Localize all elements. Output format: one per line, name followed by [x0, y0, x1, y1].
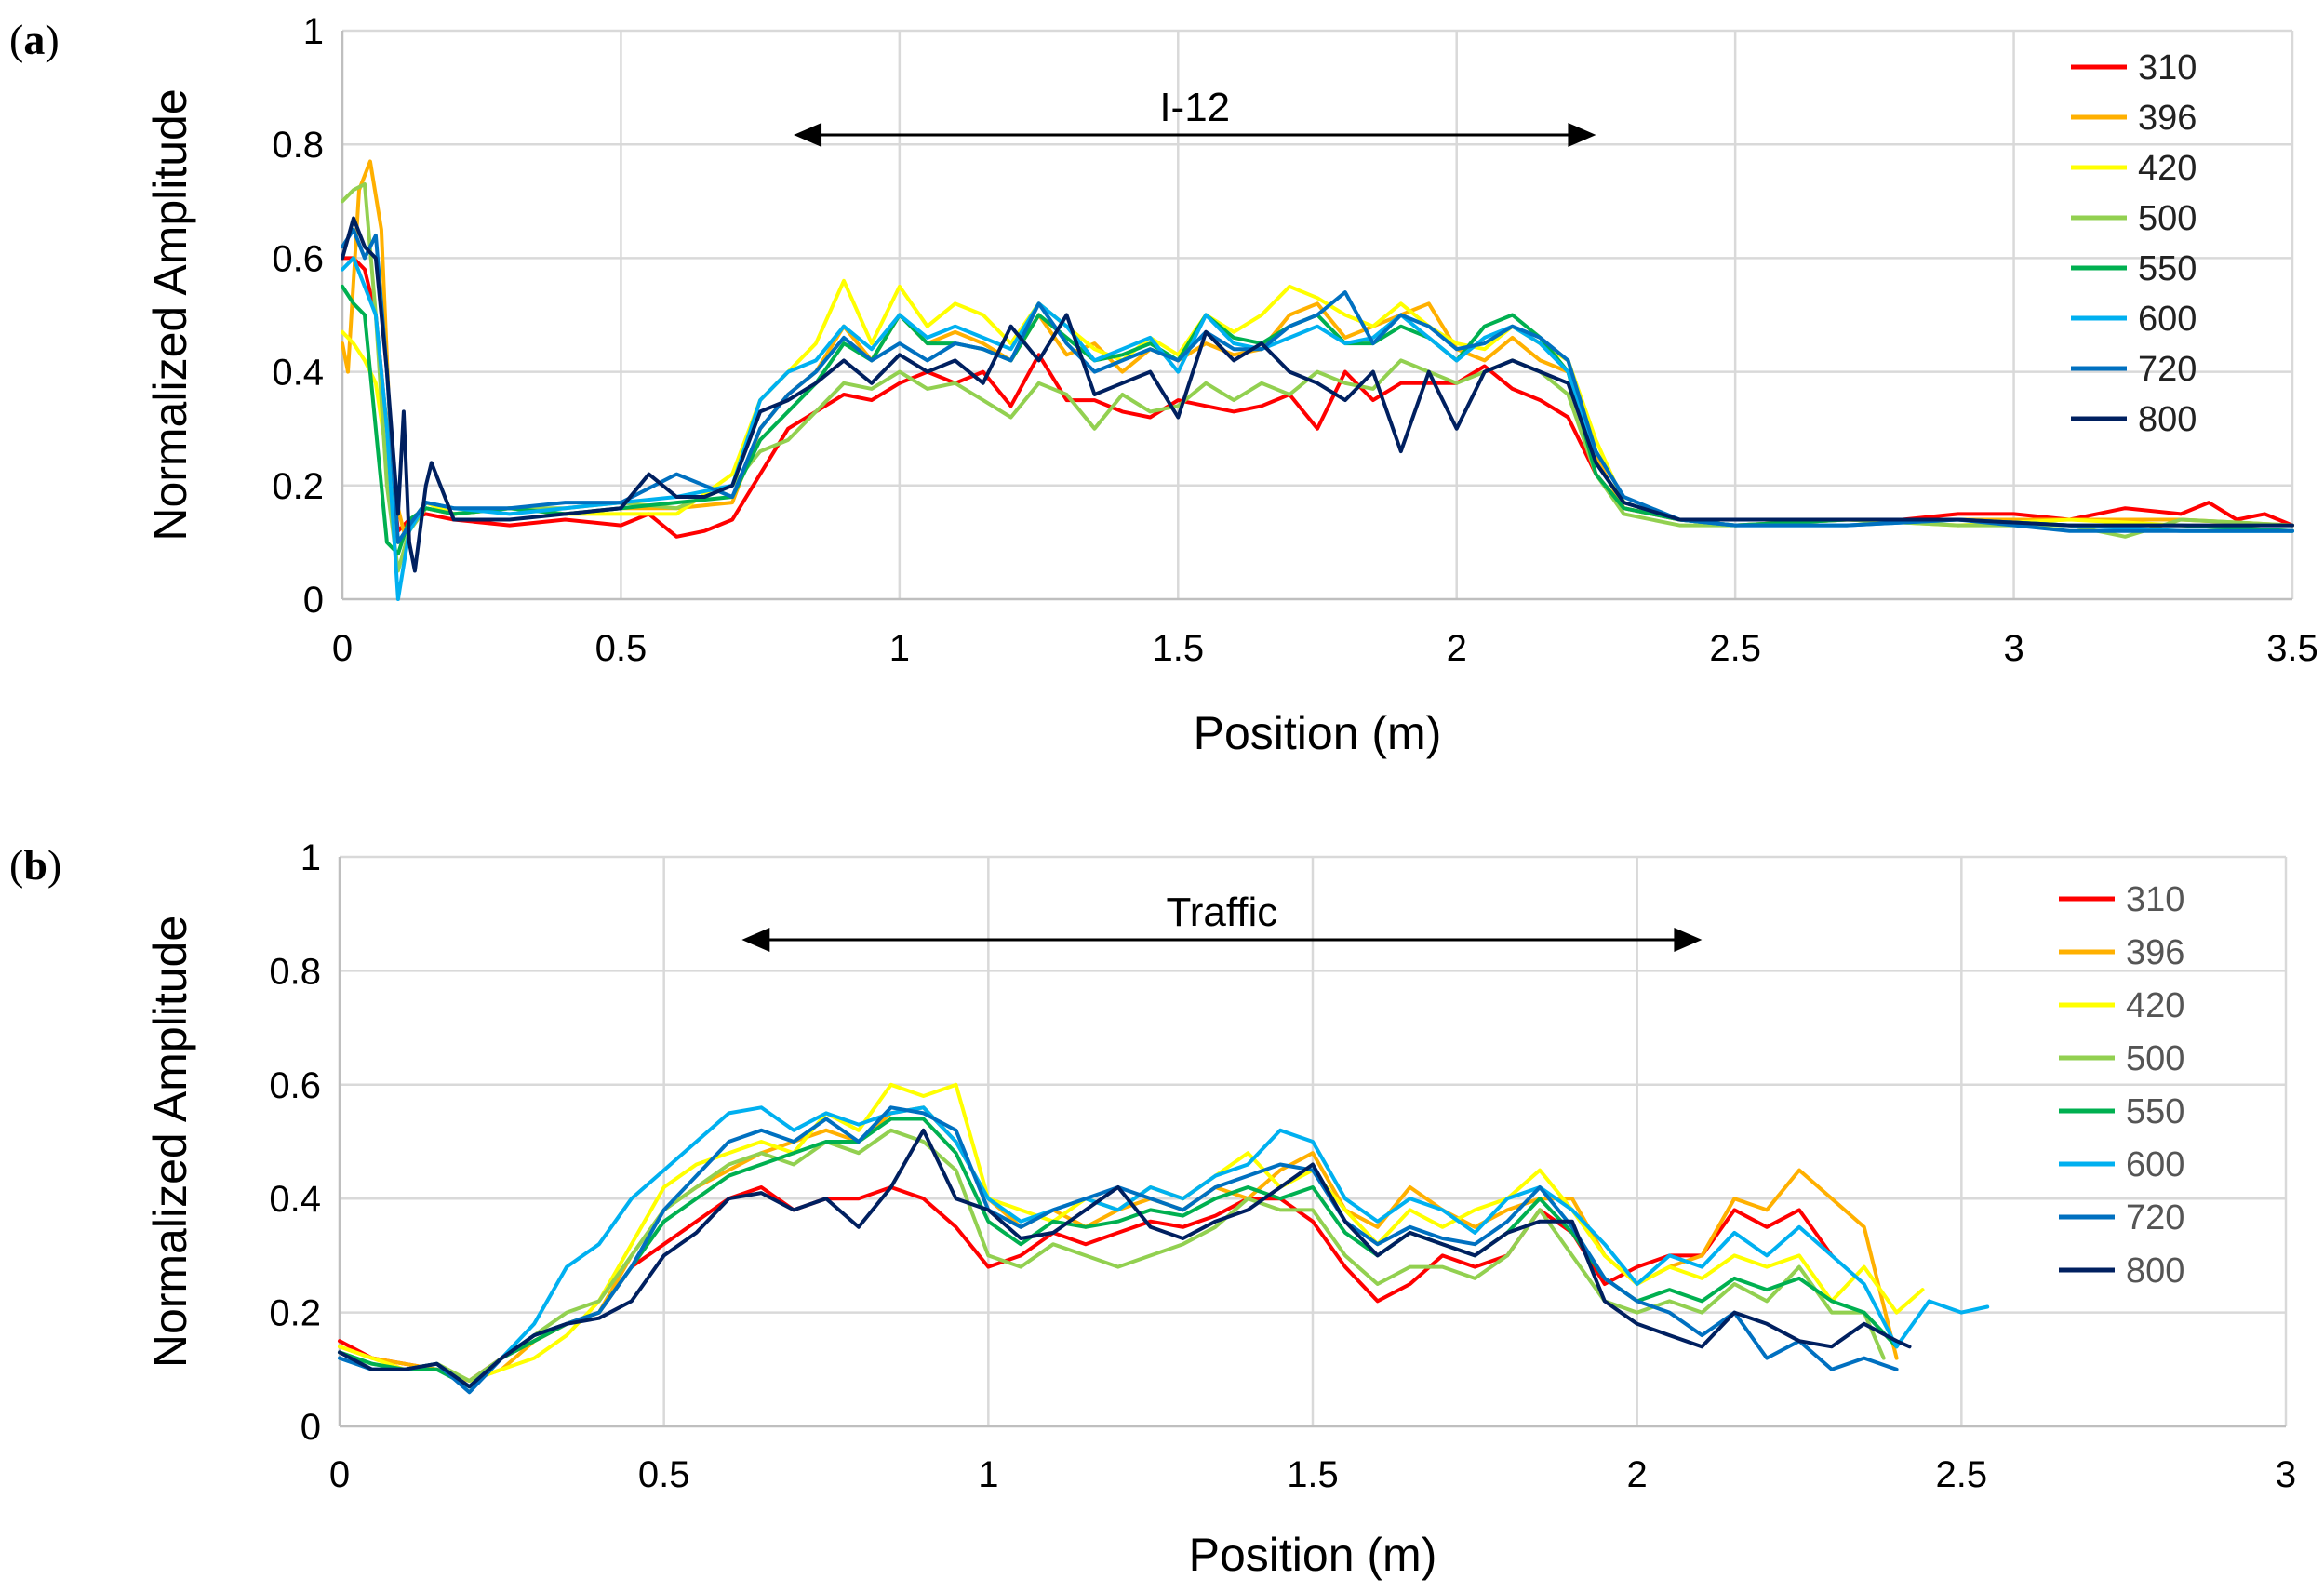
- series-line-800: [341, 216, 2294, 573]
- series-line-310: [338, 1185, 1834, 1383]
- x-tick-label: 1: [889, 628, 910, 669]
- series-line-500: [338, 1128, 1886, 1383]
- series-line-720: [341, 227, 2294, 544]
- legend-label-800: 800: [2126, 1251, 2184, 1291]
- y-tick-label: 0.2: [269, 1293, 321, 1334]
- annotation-arrowhead-left: [794, 123, 822, 147]
- x-tick-label: 0: [329, 1454, 350, 1495]
- legend-label-500: 500: [2138, 199, 2197, 238]
- y-tick-label: 1: [301, 837, 321, 878]
- legend-label-550: 550: [2138, 249, 2197, 288]
- legend-label-720: 720: [2126, 1198, 2184, 1237]
- x-tick-label: 2: [1447, 628, 1467, 669]
- series-line-800: [338, 1128, 1912, 1389]
- x-tick-label: 1.5: [1287, 1454, 1339, 1495]
- legend-label-310: 310: [2138, 48, 2197, 87]
- x-axis-title: Position (m): [1189, 1529, 1437, 1581]
- legend-label-420: 420: [2138, 149, 2197, 188]
- legend-label-500: 500: [2126, 1039, 2184, 1078]
- annotation-label: I-12: [1159, 85, 1230, 130]
- y-tick-label: 0.8: [272, 125, 324, 166]
- x-tick-label: 3: [2276, 1454, 2296, 1495]
- legend-label-550: 550: [2126, 1092, 2184, 1131]
- annotation-label: Traffic: [1166, 890, 1277, 935]
- legend-label-396: 396: [2126, 933, 2184, 972]
- series-line-720: [338, 1105, 1899, 1395]
- chart-panel-b: (b) 0 0.2 0.4 0.6 0.8 1 0 0.5 1 1.5 2 2.5 3 Position (…: [9, 837, 2296, 1581]
- y-tick-label: 1: [303, 11, 324, 52]
- y-tick-label: 0.4: [269, 1179, 321, 1220]
- x-tick-label: 1: [978, 1454, 998, 1495]
- y-tick-label: 0.8: [269, 951, 321, 992]
- x-tick-label: 2.5: [1709, 628, 1761, 669]
- y-tick-label: 0: [301, 1407, 321, 1448]
- x-tick-label: 2: [1627, 1454, 1648, 1495]
- panel-label: (a): [9, 16, 60, 63]
- y-tick-label: 0: [303, 580, 324, 621]
- x-tick-label: 3: [2003, 628, 2023, 669]
- x-axis-title: Position (m): [1194, 707, 1442, 759]
- legend-label-720: 720: [2138, 350, 2197, 389]
- legend-label-310: 310: [2126, 880, 2184, 919]
- y-tick-label: 0.6: [269, 1065, 321, 1106]
- legend-label-396: 396: [2138, 99, 2197, 138]
- x-tick-label: 0: [332, 628, 353, 669]
- series-line-550: [338, 1117, 1899, 1389]
- y-tick-label: 0.4: [272, 353, 324, 394]
- y-tick-label: 0.2: [272, 466, 324, 507]
- x-tick-label: 3.5: [2266, 628, 2318, 669]
- x-tick-label: 1.5: [1152, 628, 1204, 669]
- chart-panel-a: (a) 0 0.2 0.4 0.6 0.8 1 0 0.5 1 1.5 2 2.5 3 3.5 Positio…: [9, 11, 2318, 759]
- series-line-600: [338, 1105, 1990, 1389]
- annotation-arrowhead-left: [741, 928, 770, 952]
- series-line-420: [338, 1082, 1925, 1383]
- y-axis-title: Normalized Amplitude: [144, 88, 196, 541]
- x-tick-label: 2.5: [1936, 1454, 1988, 1495]
- panel-label: (b): [9, 841, 61, 889]
- annotation-arrowhead-right: [1568, 123, 1596, 147]
- legend-label-420: 420: [2126, 986, 2184, 1025]
- series-line-396: [341, 159, 2294, 533]
- y-axis-title: Normalized Amplitude: [144, 916, 196, 1368]
- annotation-arrowhead-right: [1674, 928, 1703, 952]
- x-tick-label: 0.5: [638, 1454, 690, 1495]
- legend-label-800: 800: [2138, 400, 2197, 439]
- x-tick-label: 0.5: [595, 628, 648, 669]
- legend-label-600: 600: [2126, 1145, 2184, 1184]
- legend-label-600: 600: [2138, 300, 2197, 339]
- y-tick-label: 0.6: [272, 238, 324, 279]
- series-line-600: [341, 256, 2294, 601]
- series-line-396: [338, 1105, 1899, 1383]
